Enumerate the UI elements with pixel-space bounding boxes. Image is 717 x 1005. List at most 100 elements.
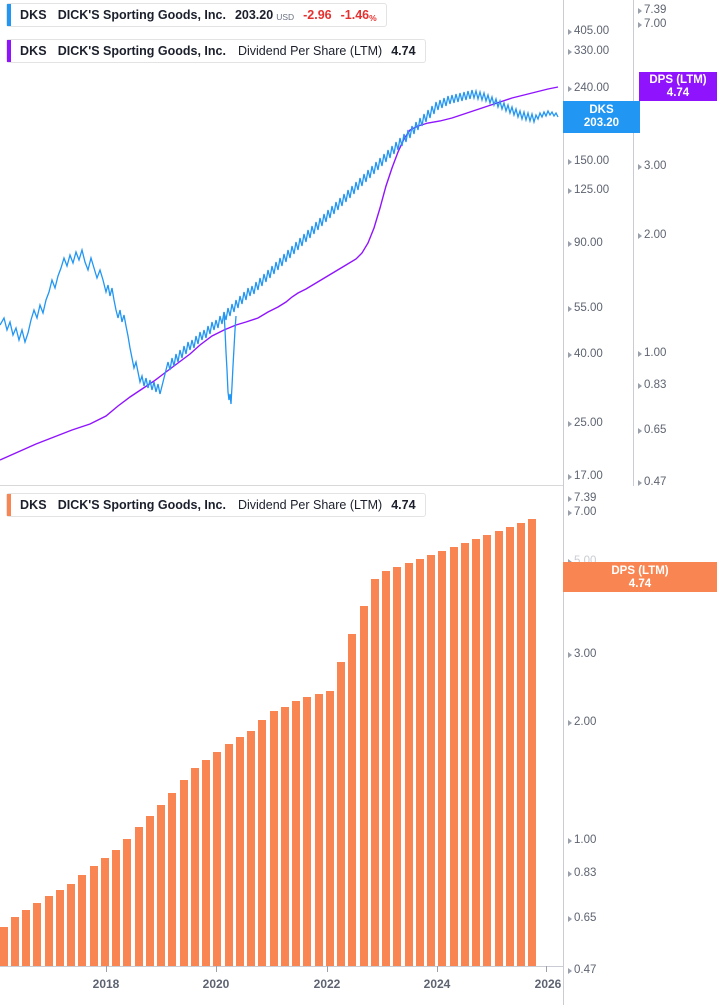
dps-tick: 7.39 xyxy=(567,492,597,504)
price-tick: 330.00 xyxy=(567,45,610,57)
bar xyxy=(461,543,469,966)
dps-tick: 5.00 xyxy=(567,555,597,567)
bar xyxy=(213,752,221,966)
time-tick xyxy=(216,966,217,972)
legend-price-company: DICK'S Sporting Goods, Inc. xyxy=(57,8,226,22)
bar xyxy=(45,896,53,966)
bar xyxy=(292,701,300,966)
dps-line-series xyxy=(0,86,559,461)
bar xyxy=(258,720,266,966)
legend-dps-bottom-company: DICK'S Sporting Goods, Inc. xyxy=(57,498,226,512)
time-axis-rule xyxy=(0,966,563,967)
legend-dps-bottom-metric: Dividend Per Share (LTM) xyxy=(237,498,383,512)
legend-price-row[interactable]: DKS DICK'S Sporting Goods, Inc. 203.20 U… xyxy=(6,3,387,27)
dps-axis-top[interactable]: 7.39 7.00 3.00 2.00 1.00 0.83 0.65 0.47 xyxy=(633,0,717,488)
price-axis-line xyxy=(563,0,564,486)
bar xyxy=(90,866,98,966)
price-tick: 40.00 xyxy=(568,348,603,360)
bar xyxy=(315,694,323,966)
bar xyxy=(360,606,368,966)
time-axis-label: 2020 xyxy=(202,977,230,991)
bar xyxy=(281,707,289,966)
dps-tick: 1.00 xyxy=(637,347,667,359)
time-tick xyxy=(327,966,328,972)
legend-dps-value: 4.74 xyxy=(391,44,416,58)
time-axis-label: 2026 xyxy=(534,977,562,991)
dps-tick: 7.00 xyxy=(567,506,597,518)
dps-tick: 0.65 xyxy=(637,424,667,436)
price-tick: 17.00 xyxy=(568,470,603,482)
price-axis[interactable]: 405.00 330.00 240.00 150.00 125.00 90.00… xyxy=(563,0,627,486)
bar xyxy=(427,555,435,966)
bar xyxy=(56,890,64,966)
legend-dps-bottom-swatch xyxy=(7,494,11,516)
price-tick: 25.00 xyxy=(568,417,603,429)
dps-tick: 0.65 xyxy=(567,912,597,924)
dps-tick: 3.00 xyxy=(637,160,667,172)
bar xyxy=(506,527,514,966)
dividend-plot-area[interactable] xyxy=(0,486,563,966)
dps-badge-label: DPS (LTM) xyxy=(649,74,707,86)
legend-dps-bottom-value: 4.74 xyxy=(391,498,416,512)
bar xyxy=(202,760,210,966)
bar xyxy=(191,768,199,966)
price-chart-panel: DKS DICK'S Sporting Goods, Inc. 203.20 U… xyxy=(0,0,717,488)
legend-price-last: 203.20 xyxy=(234,8,274,22)
bar xyxy=(146,816,154,966)
bar xyxy=(11,917,19,966)
time-tick xyxy=(437,966,438,972)
dps-tick: 2.00 xyxy=(637,229,667,241)
dividend-bar-group xyxy=(0,519,536,966)
bar xyxy=(393,567,401,966)
bar xyxy=(438,551,446,966)
bar xyxy=(270,711,278,966)
time-tick xyxy=(546,966,547,972)
bar xyxy=(168,793,176,966)
price-plot-svg xyxy=(0,86,559,461)
time-axis-label: 2024 xyxy=(423,977,451,991)
price-badge-value: 203.20 xyxy=(583,117,620,129)
bar xyxy=(495,531,503,966)
percent-sign: % xyxy=(369,13,377,23)
bar xyxy=(371,579,379,966)
price-line-series xyxy=(0,88,559,395)
bar xyxy=(101,858,109,966)
dps-axis-bottom[interactable]: 7.39 7.00 5.00 3.00 2.00 1.00 0.83 0.65 … xyxy=(563,486,717,1005)
bar xyxy=(528,519,536,966)
legend-dps-bottom-row[interactable]: DKS DICK'S Sporting Goods, Inc. Dividend… xyxy=(6,493,426,517)
bar xyxy=(416,559,424,966)
bar xyxy=(326,691,334,966)
legend-dps-swatch xyxy=(7,40,11,62)
dps-tick: 3.00 xyxy=(567,648,597,660)
legend-dps-row[interactable]: DKS DICK'S Sporting Goods, Inc. Dividend… xyxy=(6,39,426,63)
price-tick: 125.00 xyxy=(567,184,610,196)
time-axis[interactable]: 2018 2020 2022 2024 2026 xyxy=(0,966,563,1005)
legend-dps-bottom-symbol: DKS xyxy=(20,498,47,512)
dps-tick: 7.39 xyxy=(637,4,667,16)
bar xyxy=(450,547,458,966)
bar xyxy=(123,839,131,966)
legend-price-currency: USD xyxy=(276,12,295,22)
bar xyxy=(33,903,41,966)
bar xyxy=(112,850,120,966)
price-covid-drawdown xyxy=(223,311,237,405)
legend-price-change: -2.96 xyxy=(303,8,332,22)
bar xyxy=(236,737,244,966)
bar xyxy=(472,539,480,966)
legend-price-symbol: DKS xyxy=(20,8,47,22)
price-tick: 150.00 xyxy=(567,155,610,167)
legend-dps-company: DICK'S Sporting Goods, Inc. xyxy=(57,44,226,58)
bar xyxy=(157,805,165,966)
dps-value-badge-top[interactable]: DPS (LTM) 4.74 xyxy=(639,72,717,101)
time-axis-label: 2018 xyxy=(92,977,120,991)
dps-tick: 0.83 xyxy=(637,379,667,391)
price-tick: 90.00 xyxy=(568,237,603,249)
time-tick xyxy=(106,966,107,972)
price-value-badge[interactable]: DKS 203.20 xyxy=(563,101,640,133)
dps-axis-bottom-line xyxy=(563,486,564,1005)
legend-price-change-pct: -1.46% xyxy=(341,8,377,23)
dps-value-badge-bottom[interactable]: DPS (LTM) 4.74 xyxy=(563,562,717,592)
price-plot-area[interactable] xyxy=(0,0,563,485)
dps-tick: 0.47 xyxy=(567,964,597,976)
price-badge-symbol: DKS xyxy=(589,104,614,116)
